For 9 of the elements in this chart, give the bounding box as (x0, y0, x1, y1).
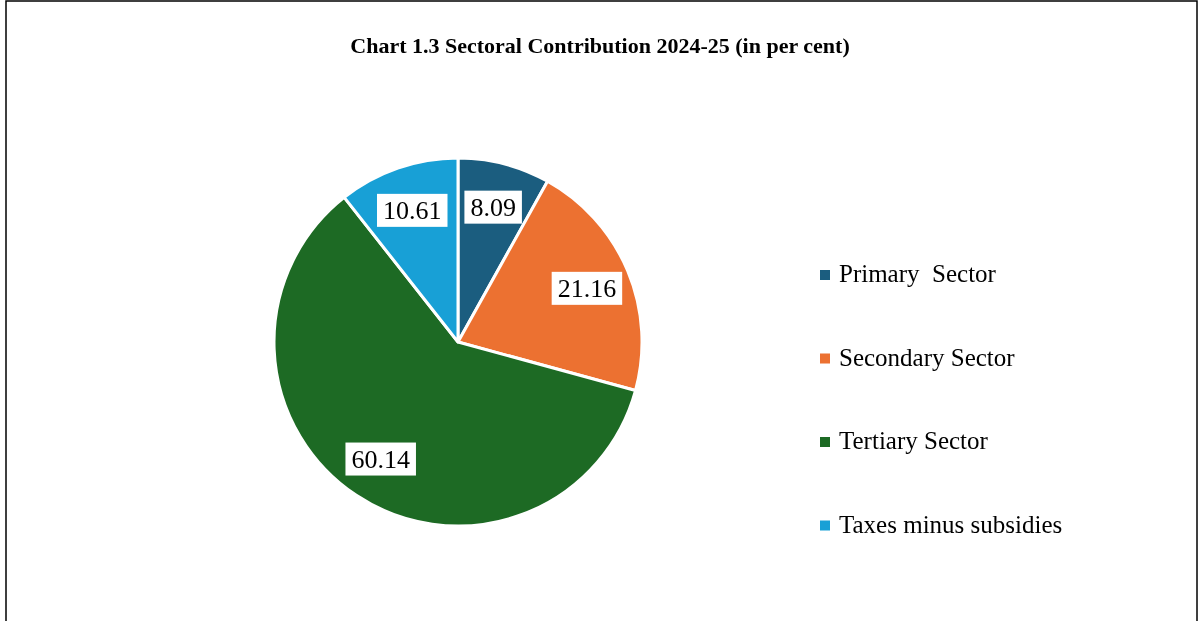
data-label: 10.61 (383, 195, 442, 225)
legend-label: Taxes minus subsidies (839, 510, 1063, 538)
legend-label: Primary Sector (839, 260, 997, 287)
data-label: 8.09 (470, 192, 516, 222)
legend-label: Tertiary Sector (839, 427, 989, 454)
data-label: 60.14 (351, 444, 410, 474)
legend-label: Secondary Sector (839, 343, 1016, 371)
chart-title: Chart 1.3 Sectoral Contribution 2024-25 (in per cent) (350, 33, 850, 58)
data-label: 21.16 (557, 273, 617, 303)
